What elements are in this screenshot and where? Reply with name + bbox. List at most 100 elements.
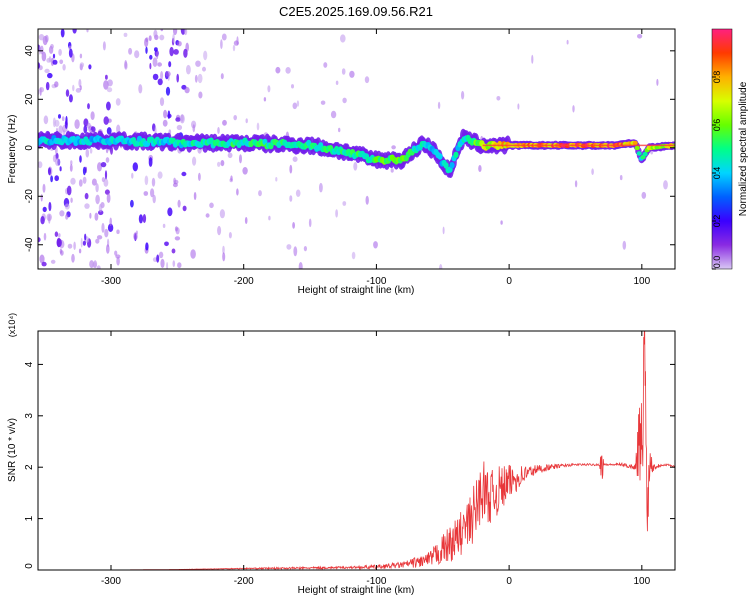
noise-blob [78,79,82,88]
noise-blob [461,90,465,100]
noise-blob [106,101,111,111]
noise-blob [203,50,208,61]
noise-blob [202,66,206,72]
noise-blob [517,103,520,110]
noise-blob [103,80,109,90]
noise-blob [228,232,232,239]
x-tick-label: 0 [506,576,512,587]
noise-blob [244,217,248,224]
ridge-mark [437,153,443,160]
noise-blob [236,188,239,196]
noise-blob [52,59,58,65]
x-tick-label: -300 [101,276,121,287]
noise-blob [41,51,47,62]
noise-blob [145,46,148,54]
noise-blob [167,207,173,217]
noise-blob [198,91,203,99]
noise-blob [172,182,178,188]
noise-blob [222,119,227,126]
noise-blob [365,195,369,205]
noise-blob [104,228,109,238]
ridge-mark [136,135,143,143]
noise-blob [159,34,165,41]
noise-blob [566,39,569,45]
noise-blob [84,233,87,241]
y-tick-label: 4 [24,361,35,367]
noise-blob [173,49,179,55]
noise-blob [233,40,239,46]
noise-blob [152,57,158,67]
noise-blob [72,29,77,34]
noise-blob [144,37,149,48]
noise-blob [149,54,153,60]
y-tick-label: 3 [24,413,35,419]
noise-blob [44,68,50,74]
noise-blob [79,155,82,163]
noise-blob [70,197,73,203]
noise-blob [66,185,72,196]
noise-blob [89,147,93,154]
ridge-mark [636,151,642,156]
noise-blob [296,100,300,107]
noise-blob [192,124,196,133]
noise-blob [154,47,158,52]
noise-blob [205,213,210,218]
noise-blob [62,64,66,71]
noise-blob [308,218,312,228]
noise-blob [179,114,185,124]
y-tick-label: 2 [24,464,35,470]
noise-blob [55,158,61,166]
noise-blob [182,205,187,212]
noise-blob [48,201,52,212]
colorbar-tick-label: 0.6 [712,119,722,132]
noise-blob [115,254,121,259]
noise-blob [217,225,222,236]
noise-blob [68,48,73,58]
noise-blob [85,148,90,158]
noise-blob [156,254,160,263]
noise-blob [338,127,341,133]
noise-blob [89,212,92,219]
noise-blob [275,66,281,74]
noise-blob [43,232,47,241]
noise-blob [59,248,63,254]
noise-blob [496,96,501,101]
noise-blob [75,88,82,93]
noise-blob [158,251,164,259]
noise-blob [87,103,90,110]
noise-blob [220,39,223,50]
noise-blob [145,242,149,251]
noise-blob [70,160,73,166]
snr-y-label: SNR (10 * v/v) [7,418,18,482]
x-tick-label: -200 [234,276,254,287]
noise-blob [82,176,87,184]
noise-blob [79,85,82,91]
noise-blob [349,70,355,78]
noise-blob [83,125,88,134]
noise-blob [289,164,293,174]
noise-blob [47,72,53,79]
noise-blob [263,97,267,102]
noise-blob [138,84,143,94]
noise-blob [220,73,224,80]
noise-blob [342,97,347,104]
noise-blob [103,178,109,187]
noise-blob [78,248,82,254]
noise-blob [82,166,86,176]
noise-blob [101,222,105,233]
noise-blob [619,175,623,181]
noise-blob [233,115,237,121]
noise-blob [391,145,396,150]
noise-blob [65,89,70,97]
noise-blob [186,64,191,75]
chart-title: C2E5.2025.169.09.56.R21 [279,4,433,19]
noise-blob [42,183,46,193]
noise-blob [181,171,187,177]
colorbar: 0.0 0.2 0.4 0.6 0.8 Normalized spectral ampl… [711,28,749,270]
noise-blob [82,240,86,246]
noise-blob [221,33,227,41]
noise-blob [80,237,83,248]
noise-blob [335,209,338,218]
colorbar-tick-label: 0.2 [712,215,722,228]
noise-blob [190,249,196,259]
